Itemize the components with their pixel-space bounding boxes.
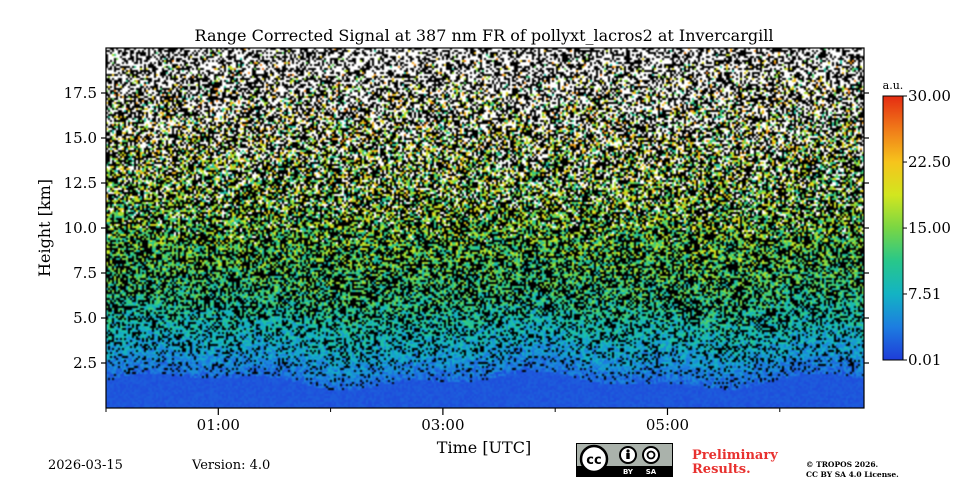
colorbar-gradient <box>882 95 904 361</box>
date-label: 2026-03-15 <box>48 458 123 473</box>
x-tick-label: 05:00 <box>646 416 689 434</box>
sa-icon <box>642 446 660 464</box>
by-label: BY <box>623 468 634 476</box>
colorbar-tick-label: 7.51 <box>908 285 941 303</box>
colorbar-tick-label: 30.00 <box>908 87 951 105</box>
preliminary-line-1: Preliminary <box>692 448 778 463</box>
version-label: Version: 4.0 <box>192 458 271 473</box>
colorbar-ticks: 0.01 7.51 15.00 22.50 30.00 <box>903 87 951 369</box>
x-tick-label: 03:00 <box>421 416 464 434</box>
colorbar-tick-label: 0.01 <box>908 351 941 369</box>
y-axis-label: Height [km] <box>35 179 54 277</box>
y-tick-label: 15.0 <box>64 129 97 147</box>
y-tick-label: 5.0 <box>73 309 97 327</box>
preliminary-results-note: Preliminary Results. <box>692 449 778 477</box>
by-icon <box>619 446 637 464</box>
y-tick-label: 17.5 <box>64 84 97 102</box>
copyright-line-2: CC BY SA 4.0 License. <box>806 470 899 479</box>
x-axis-label: Time [UTC] <box>437 438 531 457</box>
colorbar-tick-label: 22.50 <box>908 153 951 171</box>
y-tick-label: 10.0 <box>64 219 97 237</box>
colorbar-unit: a.u. <box>883 79 904 92</box>
x-axis: 01:00 03:00 05:00 <box>105 408 781 434</box>
sa-label: SA <box>646 468 657 476</box>
y-axis: 2.5 5.0 7.5 10.0 12.5 15.0 17.5 <box>64 84 869 372</box>
preliminary-line-2: Results. <box>692 462 751 477</box>
cc-license-badge[interactable]: cc BY SA <box>576 443 673 477</box>
copyright-note: © TROPOS 2026. CC BY SA 4.0 License. <box>806 460 899 480</box>
colorbar: a.u. 0.01 7.51 15.00 22.50 30.00 <box>882 79 951 369</box>
copyright-line-1: © TROPOS 2026. <box>806 460 879 469</box>
svg-text:cc: cc <box>586 453 601 468</box>
chart-title: Range Corrected Signal at 387 nm FR of p… <box>195 26 774 45</box>
plot-area <box>105 47 865 409</box>
y-tick-label: 12.5 <box>64 174 97 192</box>
colorbar-tick-label: 15.00 <box>908 219 951 237</box>
y-tick-label: 7.5 <box>73 264 97 282</box>
signal-heatmap <box>106 48 864 408</box>
cc-icon: cc <box>579 444 609 474</box>
y-tick-label: 2.5 <box>73 354 97 372</box>
x-tick-label: 01:00 <box>197 416 240 434</box>
